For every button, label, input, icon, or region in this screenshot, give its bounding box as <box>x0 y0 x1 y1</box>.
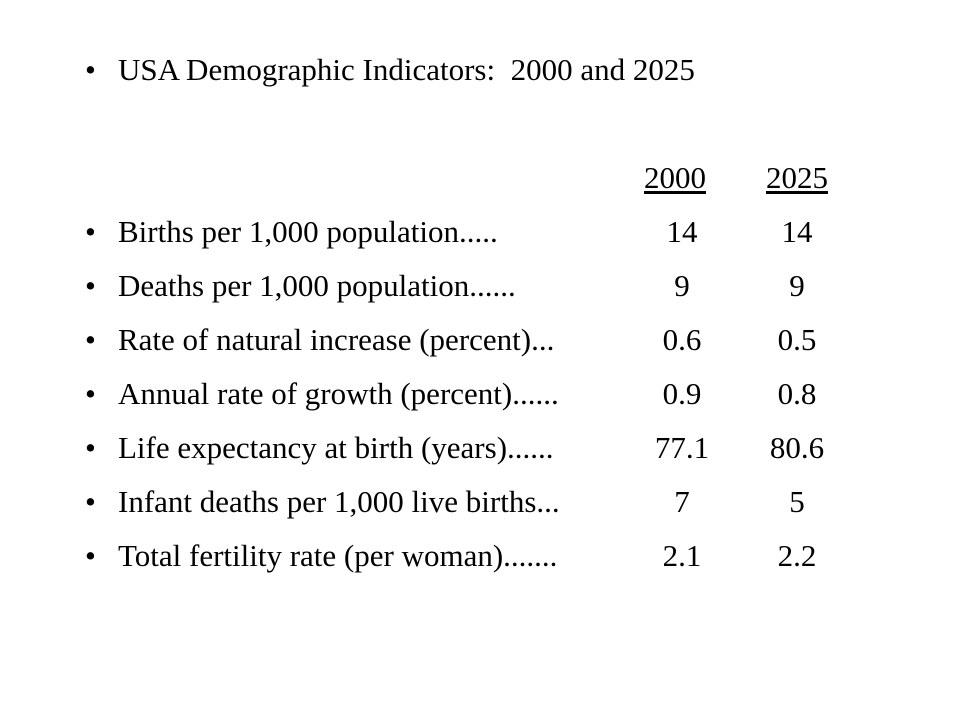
slide-title: USA Demographic Indicators: 2000 and 202… <box>118 52 695 87</box>
value-2025: 0.5 <box>777 322 817 357</box>
bullet-icon: • <box>85 268 96 303</box>
indicator-label: Annual rate of growth (percent)...... <box>118 376 559 411</box>
indicator-row-deaths: • Deaths per 1,000 population...... 9 9 <box>0 270 960 310</box>
bullet-icon: • <box>85 484 96 519</box>
value-2000: 0.9 <box>662 376 702 411</box>
indicator-row-fertility: • Total fertility rate (per woman)......… <box>0 540 960 580</box>
indicator-label: Births per 1,000 population..... <box>118 214 498 249</box>
column-header-2025: 2025 <box>766 160 828 195</box>
bullet-icon: • <box>85 376 96 411</box>
value-2000: 14 <box>666 214 698 249</box>
bullet-icon: • <box>85 538 96 573</box>
value-2000: 77.1 <box>654 430 710 465</box>
value-2025: 14 <box>781 214 813 249</box>
bullet-icon: • <box>85 322 96 357</box>
title-row: • USA Demographic Indicators: 2000 and 2… <box>0 54 960 94</box>
indicator-label: Deaths per 1,000 population...... <box>118 268 516 303</box>
value-2000: 9 <box>674 268 690 303</box>
value-2025: 80.6 <box>769 430 825 465</box>
value-2025: 0.8 <box>777 376 817 411</box>
value-2000: 2.1 <box>662 538 702 573</box>
bullet-icon: • <box>85 430 96 465</box>
indicator-row-growth: • Annual rate of growth (percent)...... … <box>0 378 960 418</box>
indicator-row-births: • Births per 1,000 population..... 14 14 <box>0 216 960 256</box>
value-2025: 2.2 <box>777 538 817 573</box>
indicator-label: Total fertility rate (per woman)....... <box>118 538 558 573</box>
bullet-icon: • <box>85 52 96 87</box>
column-header-2000: 2000 <box>644 160 706 195</box>
indicator-label: Infant deaths per 1,000 live births... <box>118 484 560 519</box>
indicator-label: Rate of natural increase (percent)... <box>118 322 555 357</box>
column-header-row: 2000 2025 <box>0 162 960 202</box>
value-2025: 5 <box>789 484 805 519</box>
indicator-row-natural-increase: • Rate of natural increase (percent)... … <box>0 324 960 364</box>
indicator-label: Life expectancy at birth (years)...... <box>118 430 554 465</box>
indicator-row-life-expectancy: • Life expectancy at birth (years)......… <box>0 432 960 472</box>
value-2000: 0.6 <box>662 322 702 357</box>
value-2025: 9 <box>789 268 805 303</box>
bullet-icon: • <box>85 214 96 249</box>
indicator-row-infant-deaths: • Infant deaths per 1,000 live births...… <box>0 486 960 526</box>
value-2000: 7 <box>674 484 690 519</box>
